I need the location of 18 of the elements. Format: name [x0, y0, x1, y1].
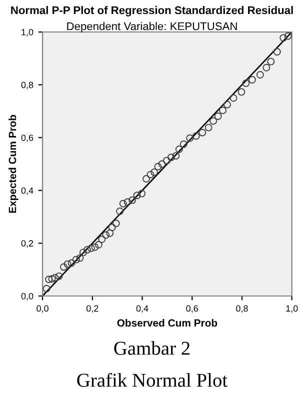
x-tick-label: 1,0	[286, 305, 298, 313]
y-tick-label: 0,4	[21, 187, 34, 195]
y-tick-label: 0,8	[21, 82, 34, 90]
x-tick-label: 0,4	[136, 305, 148, 313]
x-tick-label: 0,0	[36, 305, 48, 313]
y-tick-label: 0,0	[21, 292, 34, 300]
x-tick-label: 0,8	[236, 305, 248, 313]
y-axis-title: Expected Cum Prob	[8, 114, 18, 213]
y-tick-label: 0,6	[21, 134, 34, 142]
chart-title: Normal P-P Plot of Regression Standardized Residual	[11, 6, 293, 16]
x-tick-label: 0,2	[86, 305, 98, 313]
x-tick-label: 0,6	[186, 305, 198, 313]
y-tick-label: 1,0	[22, 28, 34, 36]
chart-subtitle: Dependent Variable: KEPUTUSAN	[67, 22, 237, 32]
text: Gambar 2	[114, 341, 190, 355]
x-axis-title: Observed Cum Prob	[117, 319, 218, 327]
y-tick-label: 0,2	[21, 240, 34, 248]
text: Grafik Normal Plot	[77, 372, 228, 387]
